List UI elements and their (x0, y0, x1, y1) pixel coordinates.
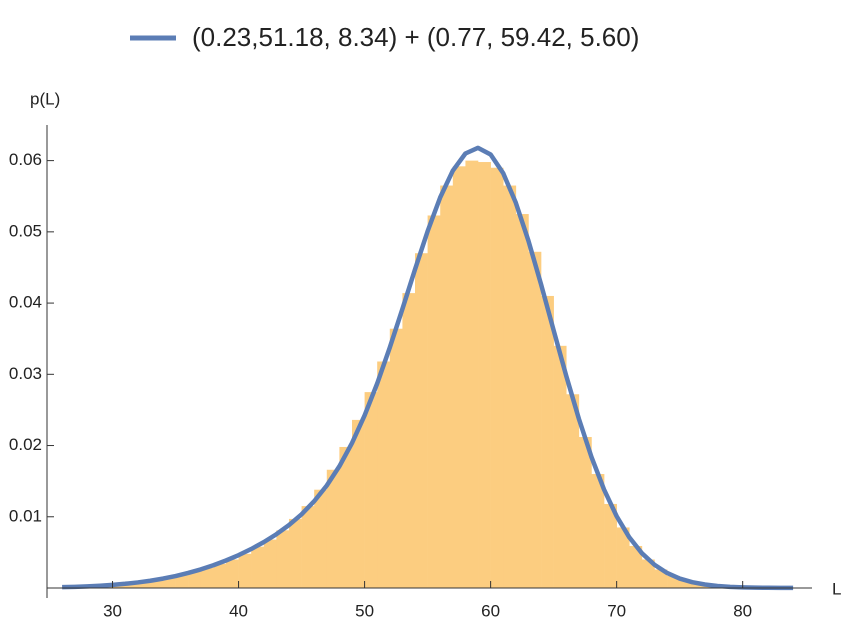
plot-area (62, 145, 794, 591)
histogram-bar (162, 577, 176, 588)
x-tick-label: 30 (103, 601, 122, 620)
histogram-bar (125, 583, 139, 588)
histogram-bar (188, 571, 202, 588)
histogram-bar (150, 580, 164, 588)
histogram-bar (276, 530, 290, 588)
histogram-bar (679, 580, 693, 588)
x-tick-label: 50 (355, 601, 374, 620)
histogram-bar (326, 469, 340, 588)
histogram-bar (213, 563, 227, 588)
histogram-bar (641, 559, 655, 588)
y-tick-label: 0.06 (9, 150, 42, 169)
histogram-bar (528, 251, 542, 588)
y-tick-label: 0.05 (9, 221, 42, 240)
histogram-bar (364, 392, 378, 588)
histogram-bar (351, 419, 365, 588)
histogram-bar (225, 559, 239, 588)
histogram-bar (465, 160, 479, 588)
x-tick-label: 70 (607, 601, 626, 620)
histogram-bar (339, 446, 353, 588)
histogram-bar (578, 436, 592, 588)
histogram-bar (314, 489, 328, 588)
histogram-bar (490, 167, 504, 588)
histogram-bar (288, 518, 302, 588)
histogram-bar (629, 545, 643, 588)
histogram-bar (591, 474, 605, 588)
histogram-bar (263, 539, 277, 588)
x-tick-label: 60 (481, 601, 500, 620)
x-tick-label: 80 (733, 601, 752, 620)
histogram-bar (175, 575, 189, 588)
legend-label: (0.23,51.18, 8.34) + (0.77, 59.42, 5.60) (192, 22, 639, 52)
y-tick-label: 0.02 (9, 435, 42, 454)
histogram-bar (541, 295, 554, 588)
histogram-bar (200, 568, 214, 588)
histogram-bar (377, 361, 391, 588)
y-axis-label: p(L) (30, 89, 60, 108)
x-axis-label: L (832, 579, 841, 598)
histogram-bar (553, 345, 567, 588)
histogram-bar (301, 506, 315, 588)
histogram-bar (452, 166, 466, 588)
fit-curve (62, 145, 794, 591)
y-tick-label: 0.01 (9, 506, 42, 525)
histogram-bar (604, 503, 617, 588)
histogram-bar (402, 293, 416, 588)
histogram-bar (478, 162, 491, 589)
x-tick-label: 40 (229, 601, 248, 620)
histogram-bar (515, 214, 529, 589)
histogram-bar (415, 253, 428, 588)
histogram-bar (654, 569, 668, 588)
histogram-bar (389, 328, 403, 588)
histogram-bar (251, 546, 265, 588)
histogram-bar (137, 581, 151, 588)
y-tick-label: 0.03 (9, 364, 42, 383)
histogram-bar (440, 185, 454, 589)
histogram-bar (616, 527, 630, 588)
histogram-bar (566, 394, 580, 588)
histogram-bar (427, 215, 441, 588)
y-tick-label: 0.04 (9, 293, 42, 312)
histogram-bar (238, 553, 252, 588)
histogram-bar (503, 185, 517, 589)
